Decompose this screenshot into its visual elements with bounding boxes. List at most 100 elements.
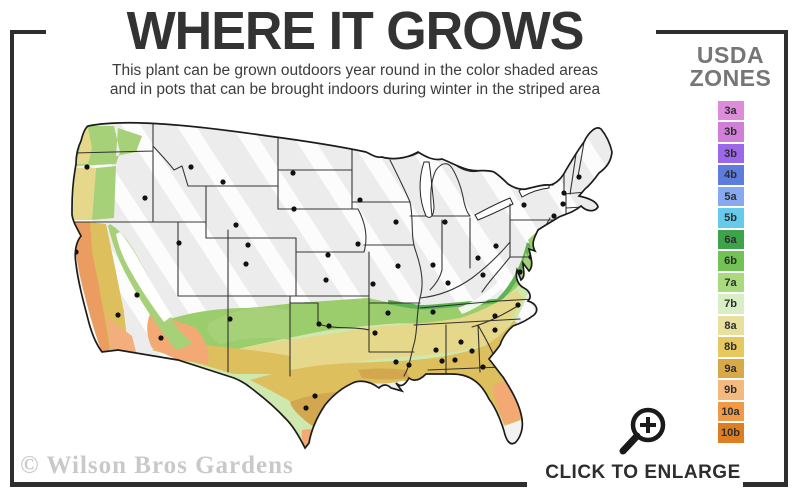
subtitle-line-2: and in pots that can be brought indoors …	[109, 81, 601, 99]
frame-top-left	[10, 30, 46, 34]
city-dot	[176, 240, 182, 246]
city-dot	[323, 277, 329, 283]
city-dot	[464, 380, 470, 386]
zone-chip-5a: 5a	[717, 186, 744, 207]
city-dot	[340, 397, 346, 403]
zone-chip-10b: 10b	[717, 423, 744, 443]
city-dot	[290, 170, 296, 176]
page-subtitle: This plant can be grown outdoors year ro…	[40, 61, 670, 100]
frame-right	[784, 30, 788, 487]
subtitle-line-1: This plant can be grown outdoors year ro…	[112, 62, 598, 79]
frame-bottom-right	[743, 482, 788, 487]
zone-chip-list: 3a 3b 3b 4b 5a 5b 6a 6b 7a 7b 8a 8b 9a 9b 10a 10b	[678, 100, 783, 443]
zone-chip-9b: 9b	[717, 380, 744, 400]
city-dot	[385, 310, 391, 316]
enlarge-button[interactable]: CLICK TO ENLARGE	[543, 404, 743, 484]
zone-chip-10a: 10a	[717, 401, 744, 422]
page-title: WHERE IT GROWS	[126, 1, 585, 62]
city-dot	[430, 309, 436, 315]
city-dot	[521, 202, 527, 208]
city-dot	[458, 339, 464, 345]
city-dot	[430, 262, 436, 268]
enlarge-label: CLICK TO ENLARGE	[545, 462, 741, 483]
city-dot	[492, 327, 498, 333]
city-dot	[475, 255, 481, 261]
city-dot	[134, 292, 140, 298]
city-dot	[393, 359, 399, 365]
city-dot	[481, 423, 487, 429]
usda-zones-legend: USDA ZONES 3a 3b 3b 4b 5a 5b 6a 6b 7a 7b 8a 8b 9a 9b 1…	[678, 42, 783, 445]
city-dot	[439, 358, 445, 364]
city-dot	[372, 330, 378, 336]
sierra-white-ridge	[116, 232, 172, 322]
city-dot	[357, 197, 363, 203]
city-dot	[326, 323, 332, 329]
zone-ca-inner-gold	[90, 222, 128, 350]
usda-zone-map[interactable]	[58, 112, 643, 462]
city-dot	[312, 393, 318, 399]
city-dot	[493, 243, 499, 249]
zone-wa-coast-yellow	[76, 128, 92, 164]
florida-white-tip	[504, 420, 522, 444]
city-dot	[561, 190, 567, 196]
zone-or-coast-yellow	[72, 168, 96, 220]
zone-wa-green	[74, 126, 142, 166]
city-dot	[393, 219, 399, 225]
legend-title-line-2: ZONES	[689, 65, 772, 92]
city-dot	[433, 347, 439, 353]
state-borders	[72, 123, 587, 377]
zone-socal-salmon	[106, 316, 136, 352]
city-dot	[227, 316, 233, 322]
city-dot	[395, 263, 401, 269]
city-dot	[576, 174, 582, 180]
frame-left	[10, 30, 14, 487]
us-outline	[71, 121, 613, 450]
zone-chip-7a: 7a	[717, 272, 744, 293]
zone-chip-6b: 6b	[717, 251, 744, 271]
city-dot	[303, 405, 309, 411]
zone-chip-9a: 9a	[717, 358, 744, 379]
us-map-svg	[71, 121, 613, 450]
city-dot	[245, 242, 251, 248]
city-dot	[489, 411, 495, 417]
city-dot	[492, 313, 498, 319]
frame-bottom-left	[10, 482, 527, 487]
city-dot	[445, 280, 451, 286]
frame-top-right	[656, 30, 788, 34]
city-dot	[84, 164, 90, 170]
city-dot	[291, 206, 297, 212]
zone-chip-3b: 3b	[717, 122, 744, 142]
zone-chip-7b: 7b	[717, 294, 744, 314]
city-dot	[370, 281, 376, 287]
appalachian-white-ridge	[458, 280, 504, 314]
city-dot	[469, 348, 475, 354]
zone-chip-3a: 3a	[717, 100, 744, 121]
zone-chip-8a: 8a	[717, 315, 744, 336]
city-dot	[480, 272, 486, 278]
magnifier-plus-icon	[619, 407, 666, 455]
zone-chip-3b: 3b	[717, 143, 744, 164]
city-dot	[220, 179, 226, 185]
city-dot	[551, 213, 557, 219]
city-dot	[243, 261, 249, 267]
city-dot	[442, 219, 448, 225]
city-dot	[325, 252, 331, 258]
city-dot	[524, 277, 530, 283]
zone-chip-5b: 5b	[717, 208, 744, 228]
city-dot	[452, 357, 458, 363]
zone-chip-8b: 8b	[717, 337, 744, 357]
city-dot	[355, 241, 361, 247]
city-dot	[142, 195, 148, 201]
zone-chip-4b: 4b	[717, 165, 744, 185]
city-dot	[480, 364, 486, 370]
legend-title-line-1: USDA	[696, 42, 765, 68]
zone-chip-6a: 6a	[717, 229, 744, 250]
city-dot	[560, 201, 566, 207]
city-dot	[316, 321, 322, 327]
city-dot	[515, 302, 521, 308]
zone-ca-coast-orange	[72, 222, 110, 352]
legend-title: USDA ZONES	[678, 42, 783, 92]
city-dot	[406, 362, 412, 368]
zone-or-green	[92, 166, 116, 220]
watermark: © Wilson Bros Gardens	[20, 452, 294, 479]
